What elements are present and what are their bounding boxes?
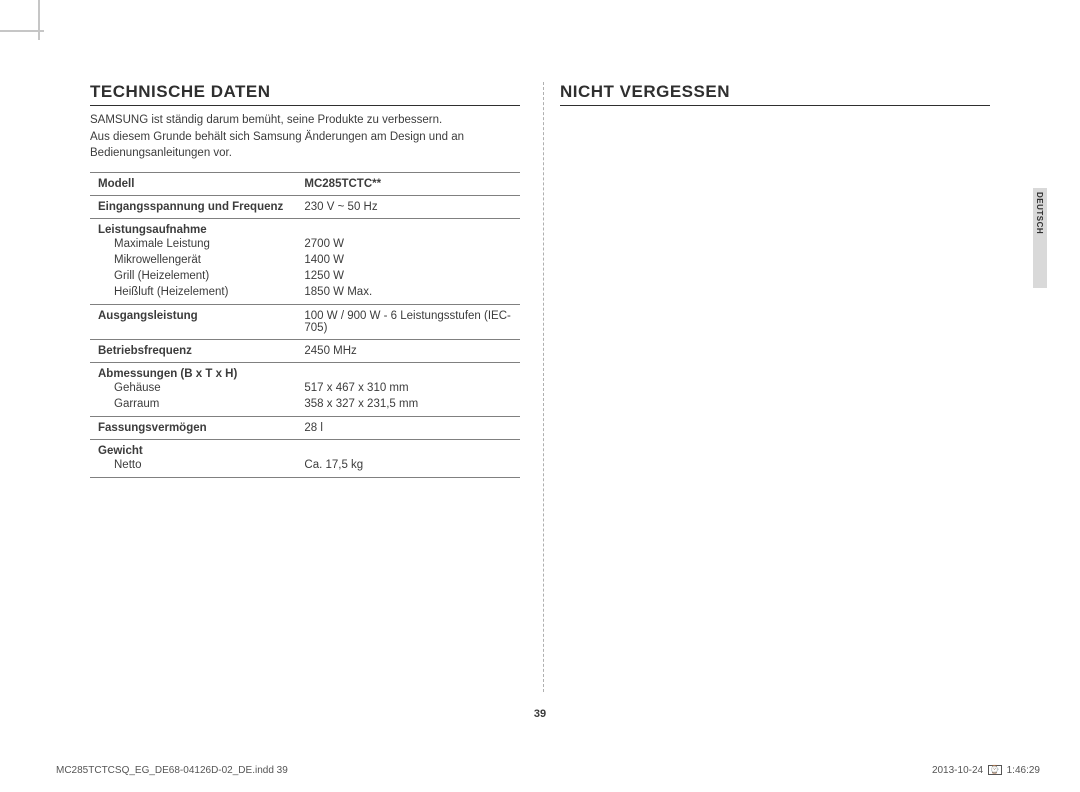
table-row: Abmessungen (B x T x H) [90, 363, 520, 381]
empty-cell [296, 219, 520, 237]
dim-case-label: Gehäuse [98, 382, 288, 394]
table-row: Netto Ca. 17,5 kg [90, 457, 520, 478]
voltage-label: Eingangsspannung und Frequenz [90, 196, 296, 219]
intro-line-1: SAMSUNG ist ständig darum bemüht, seine … [90, 114, 442, 126]
manual-page: DEUTSCH TECHNISCHE DATEN SAMSUNG ist stä… [0, 0, 1080, 792]
heading-dont-forget: NICHT VERGESSEN [560, 82, 990, 106]
power-conv-value: 1850 W Max. [296, 284, 520, 305]
right-column: NICHT VERGESSEN [540, 82, 990, 478]
table-row: Garraum 358 x 327 x 231,5 mm [90, 396, 520, 417]
weight-net-label: Netto [98, 459, 288, 471]
dim-cavity-value: 358 x 327 x 231,5 mm [296, 396, 520, 417]
output-value: 100 W / 900 W - 6 Leistungsstufen (IEC-7… [296, 305, 520, 340]
table-row: Grill (Heizelement) 1250 W [90, 268, 520, 284]
output-label: Ausgangsleistung [90, 305, 296, 340]
footer-time: 1:46:29 [1007, 765, 1040, 776]
intro-line-2: Aus diesem Grunde behält sich Samsung Än… [90, 131, 464, 160]
power-max-label: Maximale Leistung [98, 238, 288, 250]
language-tab-label: DEUTSCH [1035, 192, 1044, 234]
content-area: TECHNISCHE DATEN SAMSUNG ist ständig dar… [90, 82, 990, 478]
table-row: Gewicht [90, 440, 520, 458]
table-row: Gehäuse 517 x 467 x 310 mm [90, 380, 520, 396]
table-row: Leistungsaufnahme [90, 219, 520, 237]
dim-label: Abmessungen (B x T x H) [90, 363, 296, 381]
table-row: Fassungsvermögen 28 l [90, 417, 520, 440]
table-row: Eingangsspannung und Frequenz 230 V ~ 50… [90, 196, 520, 219]
voltage-value: 230 V ~ 50 Hz [296, 196, 520, 219]
intro-paragraph: SAMSUNG ist ständig darum bemüht, seine … [90, 112, 520, 162]
footer-filename: MC285TCTCSQ_EG_DE68-04126D-02_DE.indd 39 [56, 765, 288, 776]
table-row: Mikrowellengerät 1400 W [90, 252, 520, 268]
crop-mark-vertical [38, 0, 40, 40]
weight-net-value: Ca. 17,5 kg [296, 457, 520, 478]
dim-cavity-label: Garraum [98, 398, 288, 410]
power-label: Leistungsaufnahme [90, 219, 296, 237]
table-row: Ausgangsleistung 100 W / 900 W - 6 Leist… [90, 305, 520, 340]
model-value: MC285TCTC** [296, 173, 520, 196]
cap-label: Fassungsvermögen [90, 417, 296, 440]
freq-value: 2450 MHz [296, 340, 520, 363]
power-grill-label: Grill (Heizelement) [98, 270, 288, 282]
dim-case-value: 517 x 467 x 310 mm [296, 380, 520, 396]
table-row: Betriebsfrequenz 2450 MHz [90, 340, 520, 363]
spec-table: Modell MC285TCTC** Eingangsspannung und … [90, 172, 520, 478]
table-row: Modell MC285TCTC** [90, 173, 520, 196]
heading-technical-data: TECHNISCHE DATEN [90, 82, 520, 106]
cap-value: 28 l [296, 417, 520, 440]
table-row: Maximale Leistung 2700 W [90, 236, 520, 252]
page-number: 39 [0, 708, 1080, 720]
table-row: Heißluft (Heizelement) 1850 W Max. [90, 284, 520, 305]
weight-label: Gewicht [90, 440, 296, 458]
model-label: Modell [90, 173, 296, 196]
power-max-value: 2700 W [296, 236, 520, 252]
crop-mark-horizontal [0, 30, 44, 32]
power-grill-value: 1250 W [296, 268, 520, 284]
footer-date: 2013-10-24 [932, 765, 983, 776]
empty-cell [296, 363, 520, 381]
power-mw-value: 1400 W [296, 252, 520, 268]
clock-icon: ⌚ [988, 765, 1002, 775]
left-column: TECHNISCHE DATEN SAMSUNG ist ständig dar… [90, 82, 540, 478]
power-conv-label: Heißluft (Heizelement) [98, 286, 288, 298]
freq-label: Betriebsfrequenz [90, 340, 296, 363]
empty-cell [296, 440, 520, 458]
footer-timestamp: 2013-10-24 ⌚ 1:46:29 [932, 765, 1040, 776]
power-mw-label: Mikrowellengerät [98, 254, 288, 266]
